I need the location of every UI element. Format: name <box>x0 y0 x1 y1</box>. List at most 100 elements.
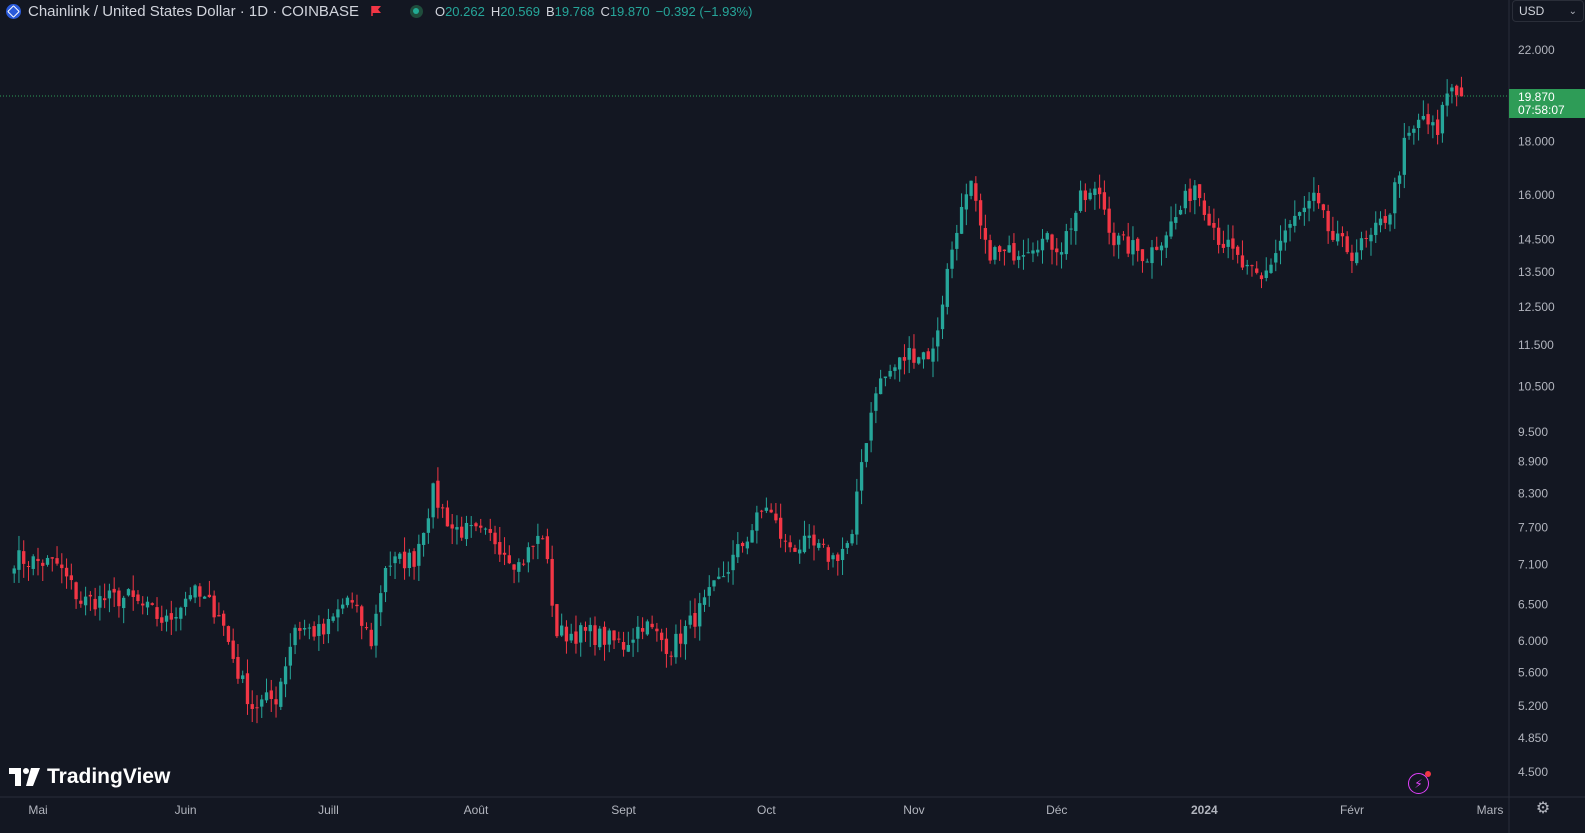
candle-body <box>1445 93 1449 106</box>
candle <box>817 539 821 551</box>
candle <box>1250 264 1254 277</box>
tradingview-watermark[interactable]: TradingView <box>9 765 170 789</box>
candle <box>260 694 264 718</box>
candle-body <box>288 646 292 666</box>
candle-body <box>1269 264 1273 273</box>
candle-body <box>769 509 773 513</box>
candle <box>1412 125 1416 145</box>
symbol-title[interactable]: Chainlink / United States Dollar · 1D · … <box>28 2 359 20</box>
gear-icon[interactable]: ⚙ <box>1535 800 1551 817</box>
candle-body <box>978 200 983 226</box>
candle <box>274 686 278 718</box>
candle-body <box>1202 200 1207 215</box>
candle <box>1212 208 1216 241</box>
currency-select[interactable]: USD ⌄ <box>1512 0 1584 22</box>
candle <box>198 583 202 607</box>
flag-icon[interactable] <box>370 5 382 17</box>
candle <box>412 548 416 580</box>
candle <box>1455 84 1459 107</box>
candle <box>307 623 312 640</box>
price-tick-label: 18.000 <box>1518 134 1555 148</box>
candle-body <box>202 596 207 599</box>
candle <box>1155 236 1159 251</box>
candle <box>859 449 864 505</box>
candle-body <box>412 551 416 567</box>
candle-body <box>540 538 545 540</box>
candle <box>55 546 59 566</box>
candle-body <box>1078 190 1083 211</box>
symbol-header: Chainlink / United States Dollar · 1D · … <box>6 2 752 20</box>
candle <box>655 622 659 642</box>
candle <box>936 317 940 362</box>
candle <box>1369 227 1373 256</box>
candle-body <box>579 625 583 643</box>
candle-body <box>393 556 397 564</box>
candle <box>1169 206 1173 240</box>
candle <box>1459 76 1464 97</box>
candle <box>840 537 845 575</box>
candle <box>264 678 269 703</box>
candle <box>41 559 45 581</box>
candle-body <box>693 613 697 627</box>
candle <box>893 364 897 380</box>
candle <box>526 542 531 573</box>
candle-body <box>326 618 331 635</box>
candle-body <box>88 594 93 597</box>
candle-body <box>1093 188 1097 195</box>
candle <box>1236 245 1240 264</box>
lightning-icon[interactable]: ⚡ <box>1408 771 1431 794</box>
candle <box>1040 229 1045 264</box>
candle <box>83 586 88 616</box>
candle-body <box>1002 249 1007 252</box>
candle <box>417 534 421 581</box>
candle-body <box>431 483 435 518</box>
candle-body <box>1031 250 1035 254</box>
candle <box>221 610 226 636</box>
candle-body <box>1155 246 1159 250</box>
candle-body <box>1345 236 1349 253</box>
low-value: 19.768 <box>554 3 595 19</box>
candle-body <box>136 594 140 602</box>
candle <box>802 520 807 554</box>
candle-body <box>1231 238 1235 249</box>
candle-body <box>1455 85 1459 96</box>
candle-body <box>12 568 16 574</box>
candle <box>1188 178 1192 213</box>
candle <box>669 651 673 666</box>
candle <box>302 619 307 636</box>
candle <box>1321 203 1326 219</box>
candle-body <box>483 528 488 530</box>
candle-body <box>364 627 369 629</box>
candle-body <box>1321 204 1326 211</box>
candle-body <box>207 594 212 598</box>
candle <box>474 521 478 532</box>
price-tick-label: 13.500 <box>1518 265 1555 279</box>
candle-body <box>155 607 159 619</box>
candle <box>1240 240 1245 271</box>
candle-body <box>1259 275 1264 280</box>
candle-body <box>917 357 921 364</box>
candle <box>22 540 26 578</box>
candle <box>1207 205 1211 226</box>
candle-body <box>131 590 135 597</box>
candle <box>745 536 750 555</box>
candle-body <box>1435 119 1440 135</box>
market-status-icon[interactable] <box>409 4 423 18</box>
candle-body <box>317 624 321 636</box>
candle-body <box>907 347 911 360</box>
candle-body <box>740 542 745 547</box>
candle-body <box>1340 233 1345 237</box>
candle-body <box>36 558 40 562</box>
candle-body <box>1450 87 1454 92</box>
candle <box>502 537 507 566</box>
candle-body <box>631 639 635 643</box>
candle <box>421 532 426 557</box>
candle <box>126 588 131 597</box>
candle-body <box>1264 270 1268 279</box>
candle-body <box>374 613 378 646</box>
candle <box>169 600 173 635</box>
candle-body <box>1326 210 1330 232</box>
candle <box>831 552 835 568</box>
candle <box>1102 180 1107 215</box>
